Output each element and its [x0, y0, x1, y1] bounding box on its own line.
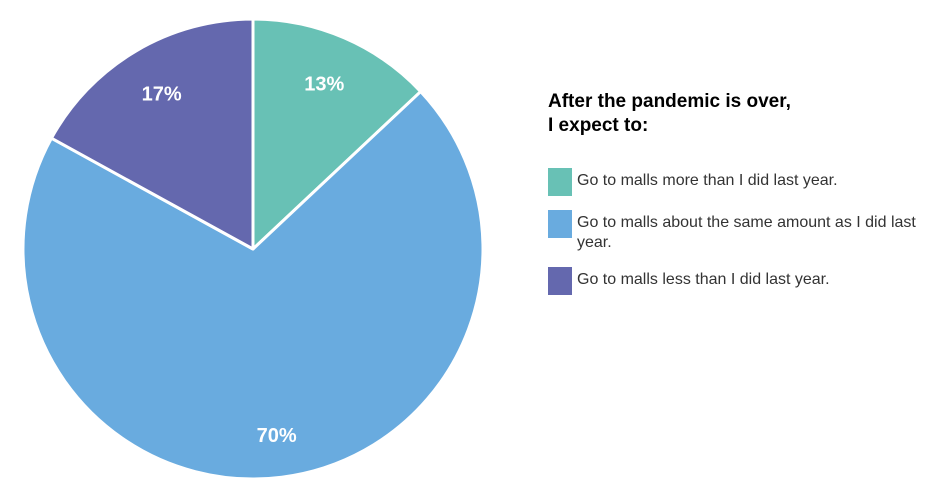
pie-slice-more: [251, 17, 423, 251]
pie-label-more: 13%: [304, 73, 344, 95]
legend-label-same: Go to malls about the same amount as I d…: [577, 214, 916, 251]
legend-swatch-more: [548, 168, 572, 196]
legend-label-less: Go to malls less than I did last year.: [577, 271, 830, 288]
legend-swatch-less: [548, 267, 572, 295]
pie-slice-labels: 13% 70% 17%: [142, 73, 345, 447]
pie-label-less: 17%: [142, 84, 182, 106]
legend-title-line-1: After the pandemic is over,: [548, 91, 791, 112]
pie-slices: [21, 17, 485, 481]
legend-item-less: Go to malls less than I did last year.: [548, 267, 918, 295]
legend-swatch-same: [548, 210, 572, 238]
pie-chart: 13% 70% 17%: [21, 17, 485, 481]
legend-item-same: Go to malls about the same amount as I d…: [548, 210, 918, 253]
legend-title-line-2: I expect to:: [548, 115, 649, 136]
legend: After the pandemic is over, I expect to:…: [548, 90, 918, 312]
legend-title: After the pandemic is over, I expect to:: [548, 90, 918, 138]
pie-slice-less: [49, 17, 255, 251]
legend-label-more: Go to malls more than I did last year.: [577, 172, 838, 189]
pie-slice-same: [21, 90, 485, 481]
legend-item-more: Go to malls more than I did last year.: [548, 168, 918, 196]
pie-label-same: 70%: [257, 425, 297, 447]
